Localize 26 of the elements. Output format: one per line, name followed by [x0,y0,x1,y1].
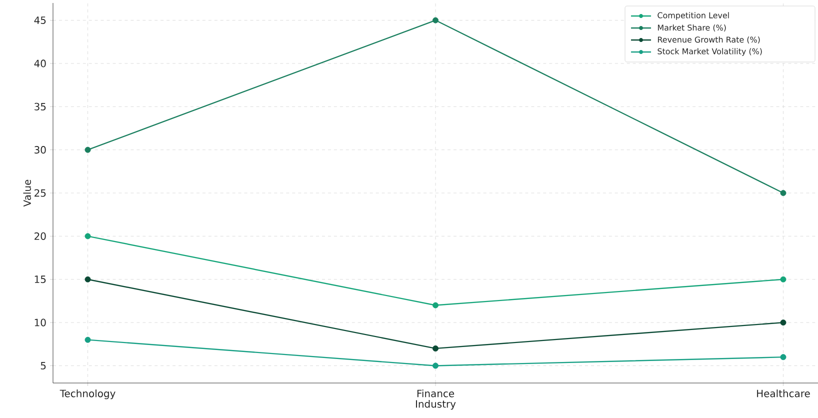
point [84,276,91,282]
y-tick-label: 20 [34,232,46,240]
point [432,345,439,352]
point [84,146,91,153]
point [780,190,786,196]
y-axis-title: Value [23,180,31,207]
y-tick-label: 35 [34,102,46,110]
y-tick-label: 45 [34,16,46,24]
point [84,336,91,343]
y-tick-label: 10 [34,318,46,326]
y-tick-label: 5 [40,362,46,370]
point [780,320,786,326]
x-axis-title: Industry [416,400,456,410]
point [780,354,786,360]
x-tick-label: Healthcare [757,390,810,398]
y-tick-label: 15 [34,276,46,284]
y-tick-label: 30 [34,146,46,154]
x-tick-label: Technology [60,390,116,400]
point [84,233,91,240]
point [432,17,439,24]
x-tick-label: Finance [417,390,454,398]
point [780,276,786,282]
point [432,302,439,308]
y-tick-label: 40 [34,60,46,68]
point [432,362,439,369]
y-tick-label: 25 [34,189,46,197]
